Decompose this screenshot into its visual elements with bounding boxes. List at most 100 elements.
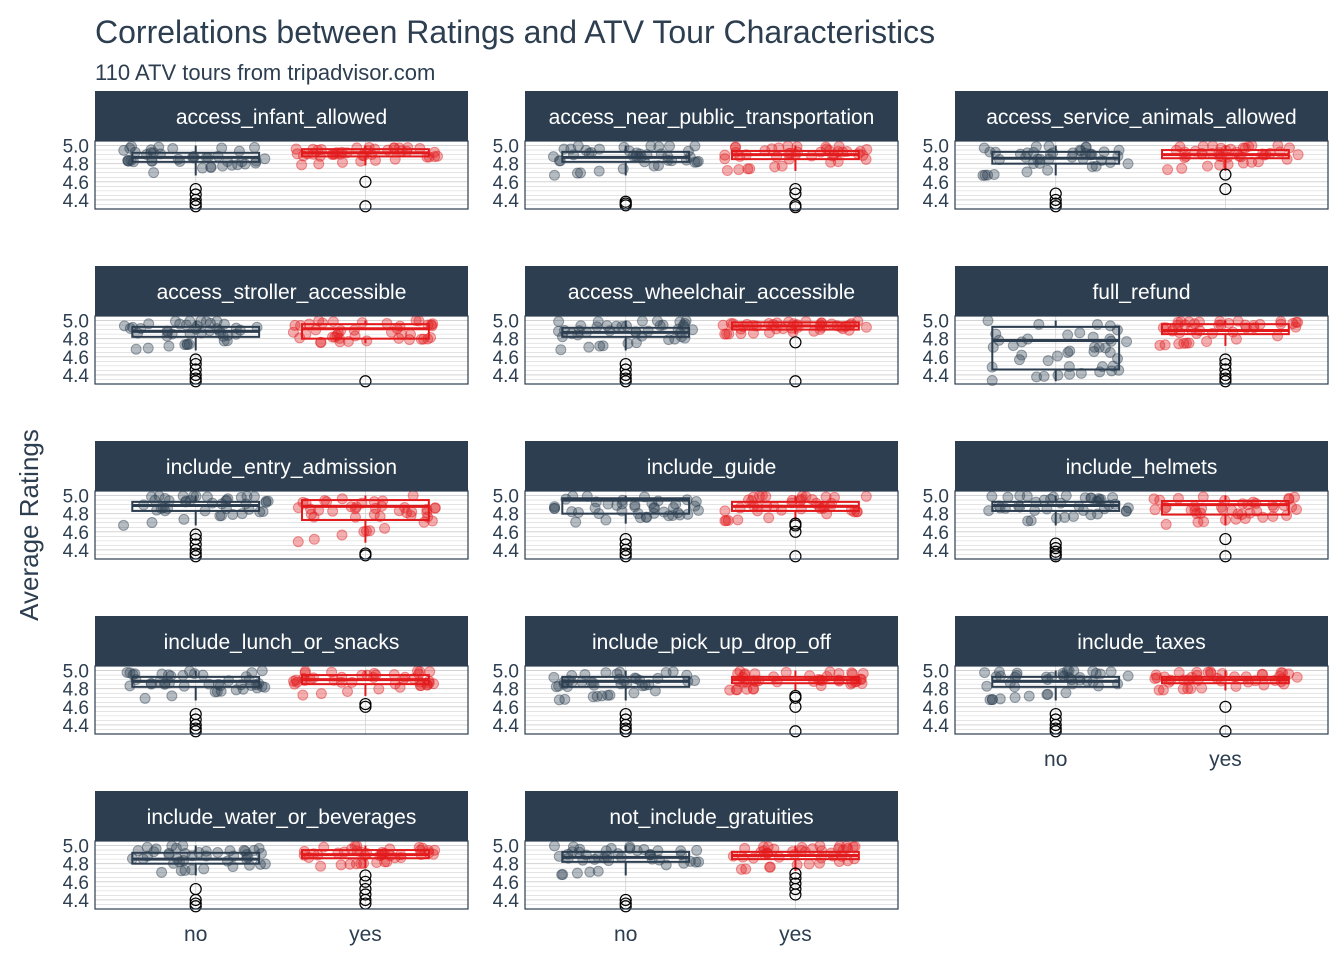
jitter-point xyxy=(587,691,599,703)
outlier-point xyxy=(619,543,632,557)
y-tick-label: 4.6 xyxy=(493,173,519,194)
outlier-point xyxy=(1219,368,1232,382)
jitter-point xyxy=(692,504,704,516)
y-tick-label: 5.0 xyxy=(493,487,519,508)
chart-subtitle: 110 ATV tours from tripadvisor.com xyxy=(95,60,436,85)
jitter-point xyxy=(130,343,142,355)
jitter-point xyxy=(814,840,826,852)
y-tick-label: 4.6 xyxy=(63,873,89,894)
outlier-point xyxy=(789,550,802,563)
jitter-point xyxy=(1093,341,1105,353)
outlier-point xyxy=(359,875,372,888)
outlier-point xyxy=(189,353,202,366)
jitter-point xyxy=(1122,158,1134,170)
jitter-point xyxy=(1148,493,1160,505)
y-tick-label: 4.4 xyxy=(923,191,950,212)
jitter-point xyxy=(1064,368,1076,380)
jitter-point xyxy=(553,694,565,706)
outlier-point xyxy=(189,528,202,541)
outlier-point xyxy=(189,543,202,557)
jitter-point xyxy=(379,856,391,868)
jitter-point xyxy=(593,165,605,177)
jitter-point xyxy=(719,149,731,161)
jitter-point xyxy=(559,693,571,705)
jitter-point xyxy=(358,857,370,869)
y-tick-label: 5.0 xyxy=(63,837,89,858)
jitter-point xyxy=(1120,505,1132,517)
y-tick-label: 4.6 xyxy=(63,173,89,194)
jitter-point xyxy=(597,340,609,352)
jitter-point xyxy=(195,315,207,327)
jitter-point xyxy=(1106,365,1118,377)
jitter-point xyxy=(1023,690,1035,702)
y-tick-label: 4.8 xyxy=(63,505,89,526)
outlier-point xyxy=(789,691,802,704)
facet-strip-label: access_wheelchair_accessible xyxy=(568,281,855,304)
jitter-point xyxy=(601,320,613,332)
jitter-point xyxy=(1022,515,1034,527)
y-tick-label: 4.8 xyxy=(63,680,89,701)
facet-strip xyxy=(95,441,468,491)
jitter-point xyxy=(1162,164,1174,176)
x-tick-label: yes xyxy=(349,923,382,946)
jitter-point xyxy=(198,863,210,875)
jitter-point xyxy=(548,169,560,181)
jitter-point xyxy=(691,156,703,168)
outlier-point xyxy=(1049,550,1062,563)
jitter-point xyxy=(183,338,195,350)
jitter-point xyxy=(139,692,151,704)
outlier-point xyxy=(619,368,632,382)
y-tick-label: 4.8 xyxy=(923,155,949,176)
jitter-point xyxy=(744,163,756,175)
jitter-point xyxy=(1013,354,1025,366)
y-tick-label: 4.8 xyxy=(923,330,949,351)
panel-border xyxy=(94,840,469,910)
jitter-point xyxy=(722,515,734,527)
jitter-point xyxy=(1031,371,1043,383)
jitter-point xyxy=(1052,369,1064,381)
jitter-point xyxy=(628,687,640,699)
y-tick-label: 4.8 xyxy=(493,155,519,176)
outlier-point xyxy=(619,363,632,376)
jitter-point xyxy=(1051,350,1063,362)
jitter-point xyxy=(1002,491,1014,503)
jitter-point xyxy=(782,140,794,152)
jitter-point xyxy=(591,321,603,333)
box xyxy=(1161,499,1290,516)
y-tick-label: 4.8 xyxy=(923,680,949,701)
jitter-point xyxy=(1062,329,1074,341)
jitter-point xyxy=(636,315,648,327)
jitter-point xyxy=(237,683,249,695)
jitter-point xyxy=(977,169,989,181)
outlier-point xyxy=(1219,532,1232,546)
panel-border xyxy=(524,665,899,735)
jitter-point xyxy=(1183,337,1195,349)
panel-border xyxy=(94,315,469,385)
facet-strip xyxy=(95,266,468,316)
outlier-point xyxy=(619,718,632,732)
outlier-point xyxy=(359,200,372,213)
jitter-point xyxy=(986,694,998,706)
outlier-point xyxy=(189,538,202,551)
jitter-point xyxy=(732,514,744,526)
y-tick-label: 5.0 xyxy=(63,487,89,508)
facet-strip xyxy=(955,266,1328,316)
panel-border xyxy=(524,315,899,385)
jitter-point xyxy=(1159,339,1171,351)
jitter-point xyxy=(717,319,729,331)
box xyxy=(301,499,430,522)
jitter-point xyxy=(288,675,300,687)
panel-border xyxy=(524,490,899,560)
jitter-point xyxy=(742,163,754,175)
jitter-point xyxy=(735,328,747,340)
outlier-point xyxy=(359,375,372,388)
jitter-point xyxy=(721,165,733,177)
jitter-point xyxy=(764,861,776,873)
jitter-point xyxy=(719,153,731,165)
outlier-point xyxy=(1049,542,1062,555)
jitter-point xyxy=(348,324,360,336)
outlier-point xyxy=(1049,713,1062,726)
jitter-point xyxy=(431,150,443,162)
outlier-point xyxy=(1219,182,1232,196)
jitter-point xyxy=(1064,345,1076,357)
